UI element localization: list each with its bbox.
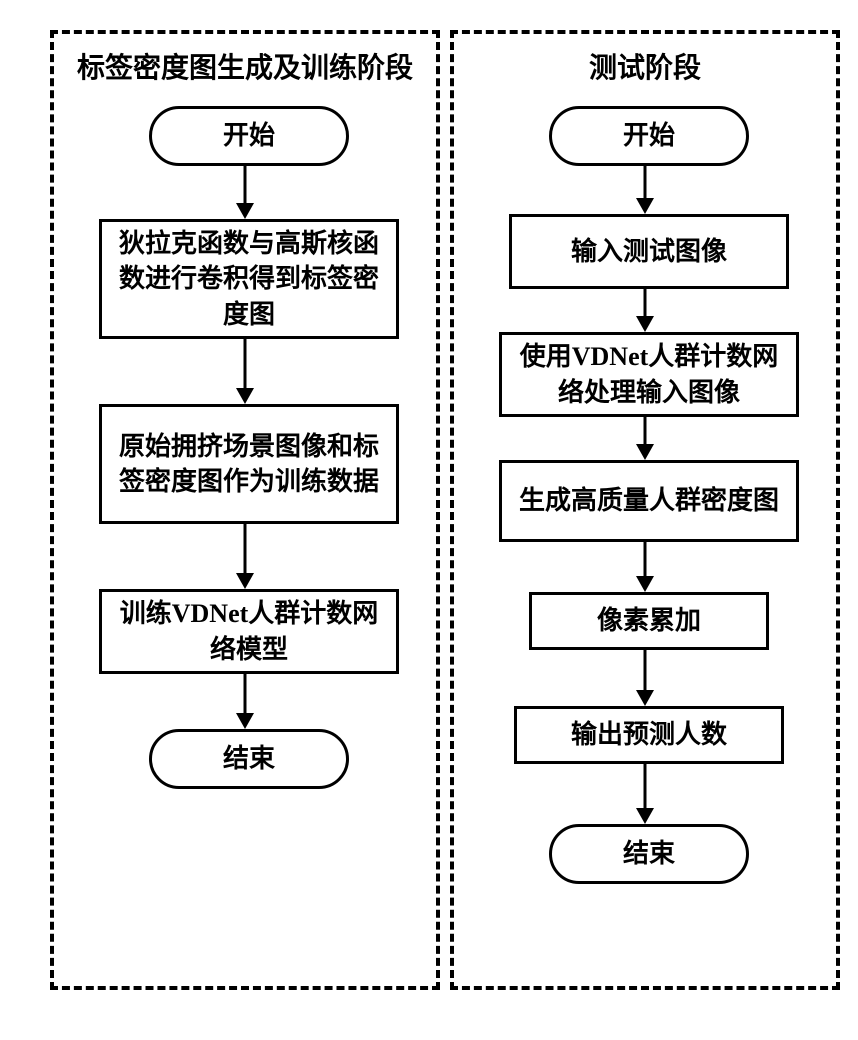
edge-arrow: [636, 690, 654, 706]
edge: [244, 524, 247, 573]
edge-arrow: [236, 573, 254, 589]
edge: [244, 674, 247, 713]
node-test-start: 开始: [549, 106, 749, 166]
panel-training-title: 标签密度图生成及训练阶段: [54, 46, 436, 86]
panel-testing: 测试阶段 开始 输入测试图像 使用VDNet人群计数网络处理输入图像 生成高质量…: [450, 30, 840, 990]
edge: [644, 650, 647, 690]
node-test-output: 输出预测人数: [514, 706, 784, 764]
node-train-end: 结束: [149, 729, 349, 789]
node-train-convolution: 狄拉克函数与高斯核函数进行卷积得到标签密度图: [99, 219, 399, 339]
node-test-process: 使用VDNet人群计数网络处理输入图像: [499, 332, 799, 417]
node-test-end: 结束: [549, 824, 749, 884]
edge: [244, 339, 247, 388]
node-test-accumulate: 像素累加: [529, 592, 769, 650]
flowchart-canvas: 标签密度图生成及训练阶段 开始 狄拉克函数与高斯核函数进行卷积得到标签密度图 原…: [20, 20, 838, 1020]
edge: [644, 166, 647, 198]
edge: [644, 289, 647, 316]
node-train-model: 训练VDNet人群计数网络模型: [99, 589, 399, 674]
edge-arrow: [636, 198, 654, 214]
edge: [644, 417, 647, 444]
panel-training: 标签密度图生成及训练阶段 开始 狄拉克函数与高斯核函数进行卷积得到标签密度图 原…: [50, 30, 440, 990]
edge-arrow: [236, 713, 254, 729]
edge: [644, 764, 647, 808]
node-train-data: 原始拥挤场景图像和标签密度图作为训练数据: [99, 404, 399, 524]
node-test-input: 输入测试图像: [509, 214, 789, 289]
node-train-start: 开始: [149, 106, 349, 166]
edge: [644, 542, 647, 576]
edge-arrow: [236, 203, 254, 219]
edge-arrow: [636, 808, 654, 824]
node-test-density: 生成高质量人群密度图: [499, 460, 799, 542]
edge-arrow: [636, 316, 654, 332]
edge: [244, 166, 247, 203]
edge-arrow: [636, 444, 654, 460]
panel-testing-title: 测试阶段: [454, 46, 836, 86]
edge-arrow: [236, 388, 254, 404]
edge-arrow: [636, 576, 654, 592]
